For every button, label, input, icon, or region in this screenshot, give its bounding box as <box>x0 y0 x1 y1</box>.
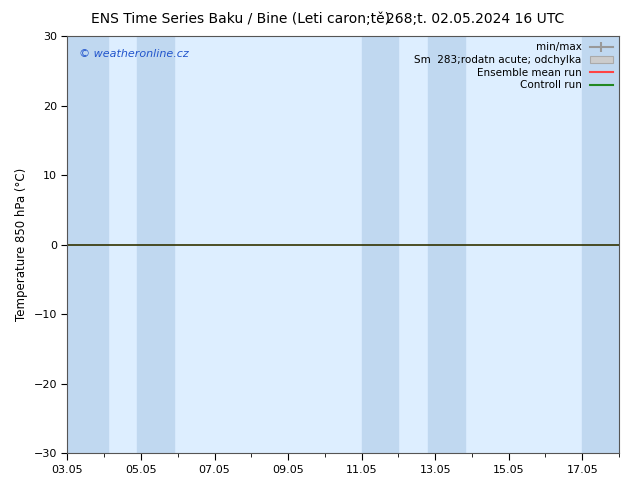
Bar <box>428 36 465 453</box>
Bar <box>67 36 108 453</box>
Bar <box>361 36 398 453</box>
Bar <box>138 36 174 453</box>
Text: 268;t. 02.05.2024 16 UTC: 268;t. 02.05.2024 16 UTC <box>386 12 565 26</box>
Text: ENS Time Series Baku / Bine (Leti caron;tě): ENS Time Series Baku / Bine (Leti caron;… <box>91 12 391 26</box>
Bar <box>582 36 619 453</box>
Y-axis label: Temperature 850 hPa (°C): Temperature 850 hPa (°C) <box>15 168 28 321</box>
Text: © weatheronline.cz: © weatheronline.cz <box>79 49 188 59</box>
Legend: min/max, Sm  283;rodatn acute; odchylka, Ensemble mean run, Controll run: min/max, Sm 283;rodatn acute; odchylka, … <box>410 38 617 95</box>
